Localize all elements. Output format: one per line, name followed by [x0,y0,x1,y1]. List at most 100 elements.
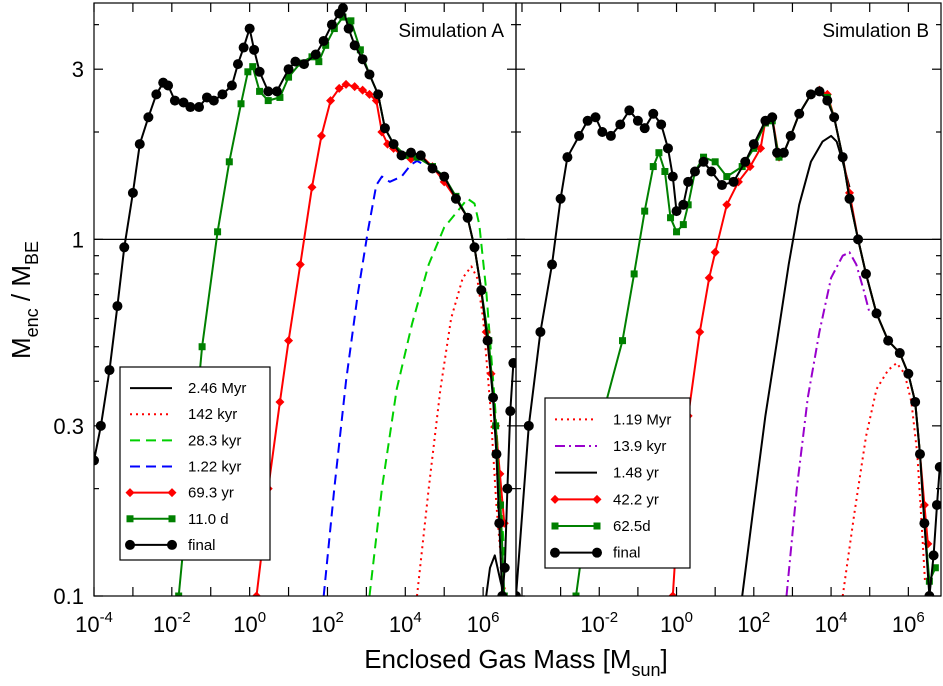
y-tick-label: 3 [72,57,84,82]
data-point [597,127,608,138]
data-point [704,273,714,283]
data-point [499,562,510,573]
panel-title: Simulation B [822,21,929,42]
data-point [678,199,689,210]
legend-item: 11.0 d [126,511,229,528]
data-point [349,40,360,51]
data-point [439,171,450,182]
series-2-3 [741,134,851,596]
data-point [572,592,580,596]
data-point [415,150,426,161]
legend-label: 69.3 yr [188,485,234,502]
data-point [256,87,264,95]
data-point [582,115,593,126]
data-point [264,97,272,105]
data-point [497,501,505,509]
series-1-4 [322,159,425,596]
data-point [283,64,294,75]
data-point [263,86,274,97]
data-point [251,591,261,596]
data-point [711,158,719,166]
data-point [290,56,301,67]
data-point [225,158,233,166]
data-point [716,180,727,191]
data-point [134,139,145,150]
y-tick-label: 0.1 [53,584,84,609]
data-point [516,591,521,596]
data-point [271,86,282,97]
data-point [373,89,384,100]
legend-item: 42.2 yr [550,491,659,508]
data-point [562,152,573,163]
data-point [315,58,323,66]
data-point [919,518,930,529]
data-point [844,193,855,204]
panel-title: Simulation A [398,21,504,42]
data-point [396,150,407,161]
data-point [535,326,546,337]
legend-label: 42.2 yr [613,491,659,508]
data-point [710,247,720,257]
data-point [476,285,487,296]
data-point [722,200,732,210]
data-point [217,89,228,100]
data-point [237,100,245,108]
x-tick-label: 104 [389,609,422,637]
data-point [624,105,635,116]
legend-box [544,397,691,569]
data-point [151,89,162,100]
data-point [232,59,243,70]
legend-item: 2.46 Myr [130,380,246,397]
data-point [254,66,265,77]
series-group [516,85,941,596]
legend-label: final [188,537,216,554]
panel-frame [515,2,942,597]
legend-marker [125,539,135,550]
data-point [590,112,601,123]
panel-1: 10-4 10-2 100 102 104 106 Simulation A 2.46 Myr… [75,2,517,637]
data-point [853,234,864,245]
x-tick-label: 106 [467,609,500,637]
data-point [299,59,310,70]
legend-marker [126,515,134,523]
data-point [356,46,364,54]
data-point [619,337,627,345]
legend-item: final [125,537,216,554]
data-point [285,73,293,81]
data-point [641,207,649,215]
legend-marker [593,522,601,530]
data-point [662,143,673,154]
y-axis-title: Menc / MBE [6,241,42,359]
data-point [605,130,616,141]
legend-label: 13.9 kyr [613,438,666,455]
data-point [341,79,351,89]
data-point [767,112,778,123]
series-1-5 [251,79,509,596]
data-point [706,166,717,177]
legend-label: 11.0 d [188,511,229,528]
data-point [276,93,284,101]
data-point [185,102,196,113]
data-point [310,49,321,60]
legend-marker [125,488,135,498]
data-point [924,591,935,596]
data-point [632,115,643,126]
legend-label: 62.5d [613,518,651,535]
x-tick-label: 102 [311,609,344,637]
x-tick-label: 10-2 [153,609,191,637]
legend-item: 1.22 kyr [130,459,241,476]
data-point [695,327,705,337]
legend: 1.19 Myr 13.9 kyr 1.48 yr 42.2 yr 62.5d final [544,397,691,569]
data-point [667,214,675,222]
data-point [785,130,796,141]
data-point [668,591,678,596]
data-point [574,130,585,141]
legend-label: 1.48 yr [613,465,659,482]
data-point [388,139,399,150]
data-point [214,228,222,236]
data-point [208,95,219,106]
series-line [785,251,871,596]
legend-item: 1.48 yr [555,465,659,482]
legend-marker [551,522,559,530]
series-line [368,197,506,596]
